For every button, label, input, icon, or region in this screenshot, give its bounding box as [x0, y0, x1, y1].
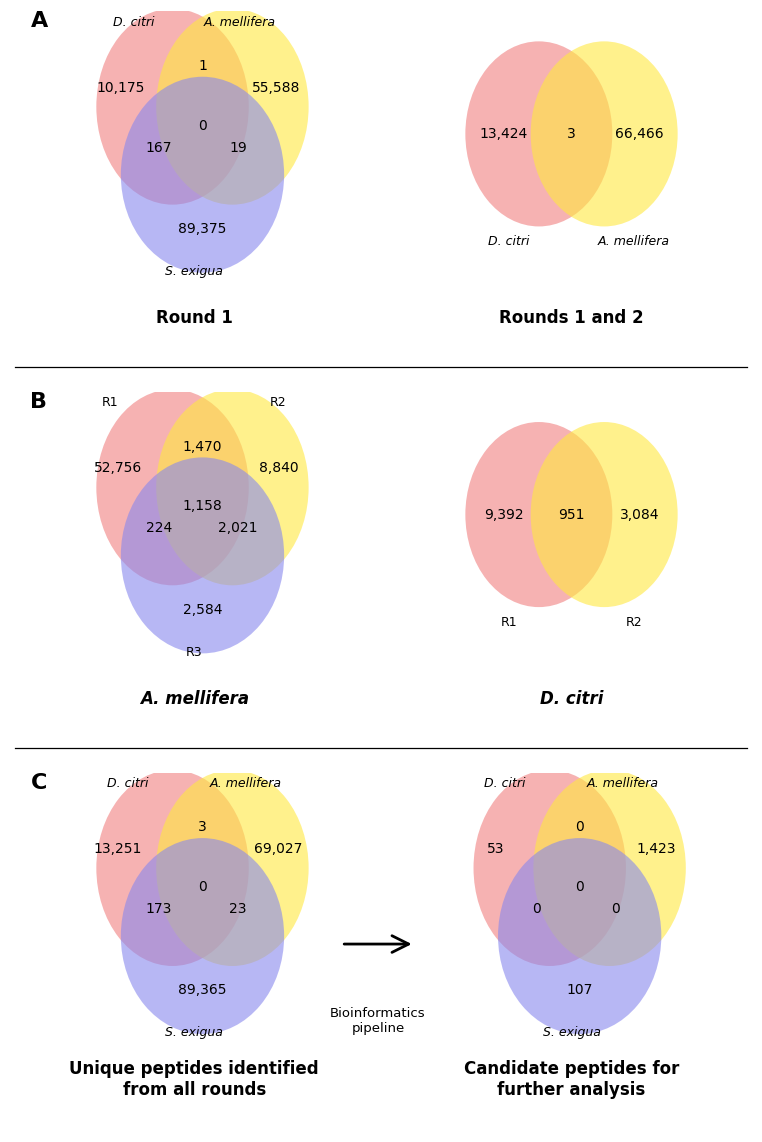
- Text: B: B: [30, 392, 47, 412]
- Text: R1: R1: [501, 616, 517, 629]
- Text: R3: R3: [186, 646, 203, 659]
- Text: 13,251: 13,251: [94, 842, 142, 856]
- Text: D. citri: D. citri: [113, 16, 154, 29]
- Text: D. citri: D. citri: [488, 235, 530, 248]
- Text: 0: 0: [610, 902, 620, 916]
- Text: 52,756: 52,756: [94, 461, 142, 475]
- Ellipse shape: [96, 389, 248, 586]
- Text: A: A: [30, 11, 48, 32]
- Ellipse shape: [466, 41, 613, 226]
- Text: 3: 3: [198, 820, 207, 834]
- Text: 1: 1: [198, 59, 207, 73]
- Text: A. mellifera: A. mellifera: [587, 777, 658, 790]
- Text: A. mellifera: A. mellifera: [598, 235, 670, 248]
- Text: 0: 0: [575, 880, 584, 894]
- Text: D. citri: D. citri: [539, 690, 604, 708]
- Text: 1,470: 1,470: [183, 440, 223, 453]
- Text: 66,466: 66,466: [615, 127, 664, 140]
- Ellipse shape: [473, 770, 626, 966]
- Text: 1,158: 1,158: [183, 499, 223, 514]
- Text: 8,840: 8,840: [259, 461, 299, 475]
- Text: 13,424: 13,424: [479, 127, 527, 140]
- Text: S. exigua: S. exigua: [165, 265, 223, 279]
- Text: 89,375: 89,375: [178, 223, 226, 236]
- Text: C: C: [30, 773, 46, 793]
- Text: 55,588: 55,588: [251, 81, 300, 95]
- Text: Candidate peptides for
further analysis: Candidate peptides for further analysis: [464, 1060, 679, 1099]
- Text: 10,175: 10,175: [97, 81, 145, 95]
- Text: R1: R1: [102, 396, 118, 409]
- Text: 3,084: 3,084: [620, 507, 659, 522]
- Ellipse shape: [121, 838, 284, 1034]
- Text: A. mellifera: A. mellifera: [210, 777, 281, 790]
- Text: 19: 19: [229, 140, 247, 154]
- Text: 3: 3: [567, 127, 576, 140]
- Ellipse shape: [96, 9, 248, 204]
- Text: Unique peptides identified
from all rounds: Unique peptides identified from all roun…: [69, 1060, 319, 1099]
- Text: 69,027: 69,027: [255, 842, 303, 856]
- Text: A. mellifera: A. mellifera: [204, 16, 276, 29]
- Ellipse shape: [530, 423, 677, 608]
- Text: Round 1: Round 1: [156, 308, 232, 327]
- Text: 9,392: 9,392: [484, 507, 523, 522]
- Text: 53: 53: [487, 842, 504, 856]
- Text: S. exigua: S. exigua: [543, 1027, 600, 1039]
- Text: Rounds 1 and 2: Rounds 1 and 2: [499, 308, 644, 327]
- Text: 2,584: 2,584: [183, 603, 223, 617]
- Ellipse shape: [498, 838, 661, 1034]
- Text: 167: 167: [146, 140, 172, 154]
- Text: 0: 0: [575, 820, 584, 834]
- Ellipse shape: [533, 770, 686, 966]
- Text: 1,423: 1,423: [636, 842, 676, 856]
- Ellipse shape: [156, 9, 309, 204]
- Ellipse shape: [96, 770, 248, 966]
- Text: 2,021: 2,021: [218, 521, 258, 536]
- Text: 107: 107: [566, 983, 593, 997]
- Text: 89,365: 89,365: [178, 983, 227, 997]
- Ellipse shape: [121, 77, 284, 273]
- Ellipse shape: [530, 41, 677, 226]
- Text: D. citri: D. citri: [485, 777, 526, 790]
- Text: 173: 173: [146, 902, 172, 916]
- Ellipse shape: [156, 770, 309, 966]
- Text: 0: 0: [198, 880, 207, 894]
- Text: 0: 0: [532, 902, 540, 916]
- Text: R2: R2: [271, 396, 287, 409]
- Text: 0: 0: [198, 119, 207, 132]
- Text: S. exigua: S. exigua: [165, 1027, 223, 1039]
- Text: A. mellifera: A. mellifera: [139, 690, 249, 708]
- Text: 224: 224: [146, 521, 172, 536]
- Text: D. citri: D. citri: [107, 777, 149, 790]
- Ellipse shape: [121, 458, 284, 653]
- Text: Bioinformatics
pipeline: Bioinformatics pipeline: [330, 1007, 426, 1035]
- Text: 23: 23: [229, 902, 247, 916]
- Text: 951: 951: [559, 507, 584, 522]
- Ellipse shape: [466, 423, 613, 608]
- Text: R2: R2: [626, 616, 642, 629]
- Ellipse shape: [156, 389, 309, 586]
